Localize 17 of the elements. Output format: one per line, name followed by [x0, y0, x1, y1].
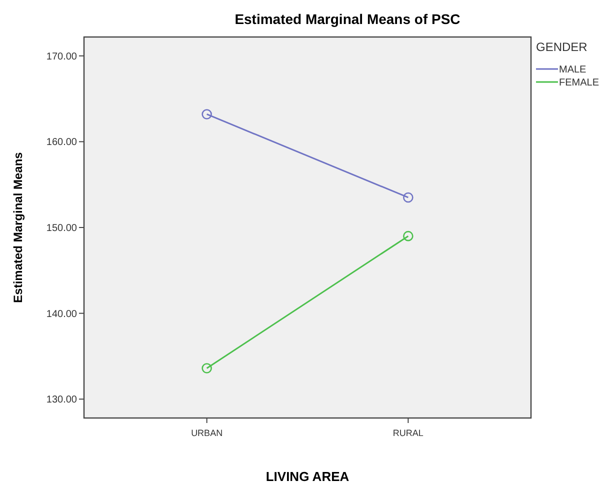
y-tick-label: 130.00 [46, 394, 78, 406]
legend-label: FEMALE [559, 78, 600, 88]
point [202, 363, 212, 374]
point [403, 192, 414, 203]
point [403, 230, 414, 242]
point [202, 109, 212, 120]
legend-title: GENDER [536, 40, 588, 54]
y-tick-label: 150.00 [46, 223, 78, 234]
legend-label: MALE [559, 64, 587, 76]
y-tick-label: 170.00 [46, 51, 78, 62]
y-tick-label: 140.00 [46, 308, 78, 320]
x-tick-label: URBAN [191, 428, 223, 438]
x-tick-label: RURAL [392, 428, 424, 438]
y-axis-title: Estimated Marginal Means [11, 152, 25, 303]
x-axis-title: LIVING AREA [266, 469, 350, 484]
chart-title: Estimated Marginal Means of PSC [234, 11, 460, 27]
y-tick-label: 160.00 [46, 137, 78, 148]
